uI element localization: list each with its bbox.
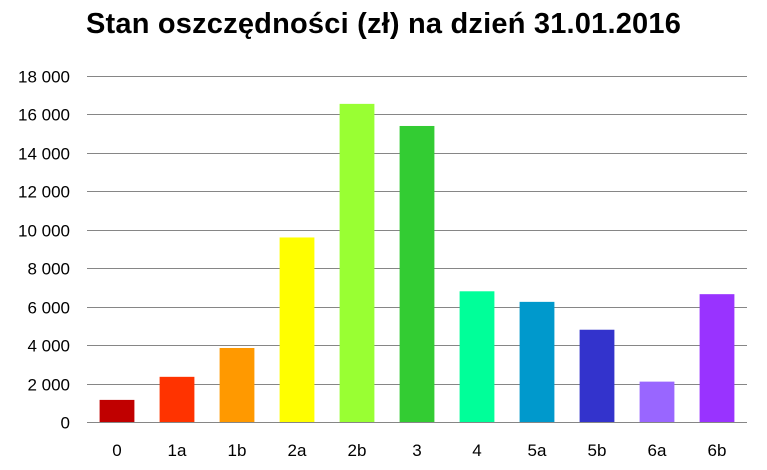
y-axis-tick-labels: 0 2 000 4 000 6 000 8 000 10 000 12 000 14 000 1… xyxy=(18,68,70,433)
x-tick-label-2a: 2a xyxy=(288,441,307,460)
y-tick-label-9: 18 000 xyxy=(18,68,70,87)
x-tick-label-6a: 6a xyxy=(648,441,667,460)
x-tick-label-0: 0 xyxy=(112,441,121,460)
y-tick-label-3: 6 000 xyxy=(27,299,70,318)
bar-2a xyxy=(279,237,315,422)
y-tick-label-4: 8 000 xyxy=(27,260,70,279)
bar-5b xyxy=(579,329,615,422)
bar-0 xyxy=(99,399,135,422)
x-tick-label-1b: 1b xyxy=(228,441,247,460)
bar-1b xyxy=(219,347,255,422)
x-tick-label-2b: 2b xyxy=(348,441,367,460)
y-tick-label-7: 14 000 xyxy=(18,145,70,164)
x-tick-label-1a: 1a xyxy=(168,441,187,460)
x-tick-label-6b: 6b xyxy=(708,441,727,460)
x-tick-label-5a: 5a xyxy=(528,441,547,460)
y-tick-label-1: 2 000 xyxy=(27,376,70,395)
y-tick-label-8: 16 000 xyxy=(18,106,70,125)
y-tick-label-2: 4 000 xyxy=(27,337,70,356)
x-tick-label-4: 4 xyxy=(472,441,481,460)
y-tick-label-5: 10 000 xyxy=(18,222,70,241)
bar-6b xyxy=(699,294,735,422)
x-axis-tick-labels: 0 1a 1b 2a 2b 3 4 5a 5b 6a 6b xyxy=(112,441,726,460)
x-tick-label-3: 3 xyxy=(412,441,421,460)
y-tick-label-6: 12 000 xyxy=(18,183,70,202)
bar-4 xyxy=(459,291,495,422)
chart-title: Stan oszczędności (zł) na dzień 31.01.20… xyxy=(85,8,682,40)
bar-3 xyxy=(399,125,435,422)
y-tick-label-0: 0 xyxy=(61,414,70,433)
bar-1a xyxy=(159,376,195,422)
bar-5a xyxy=(519,301,555,422)
x-tick-label-5b: 5b xyxy=(588,441,607,460)
bars xyxy=(99,103,735,422)
bar-6a xyxy=(639,381,675,422)
bar-2b xyxy=(339,103,375,422)
